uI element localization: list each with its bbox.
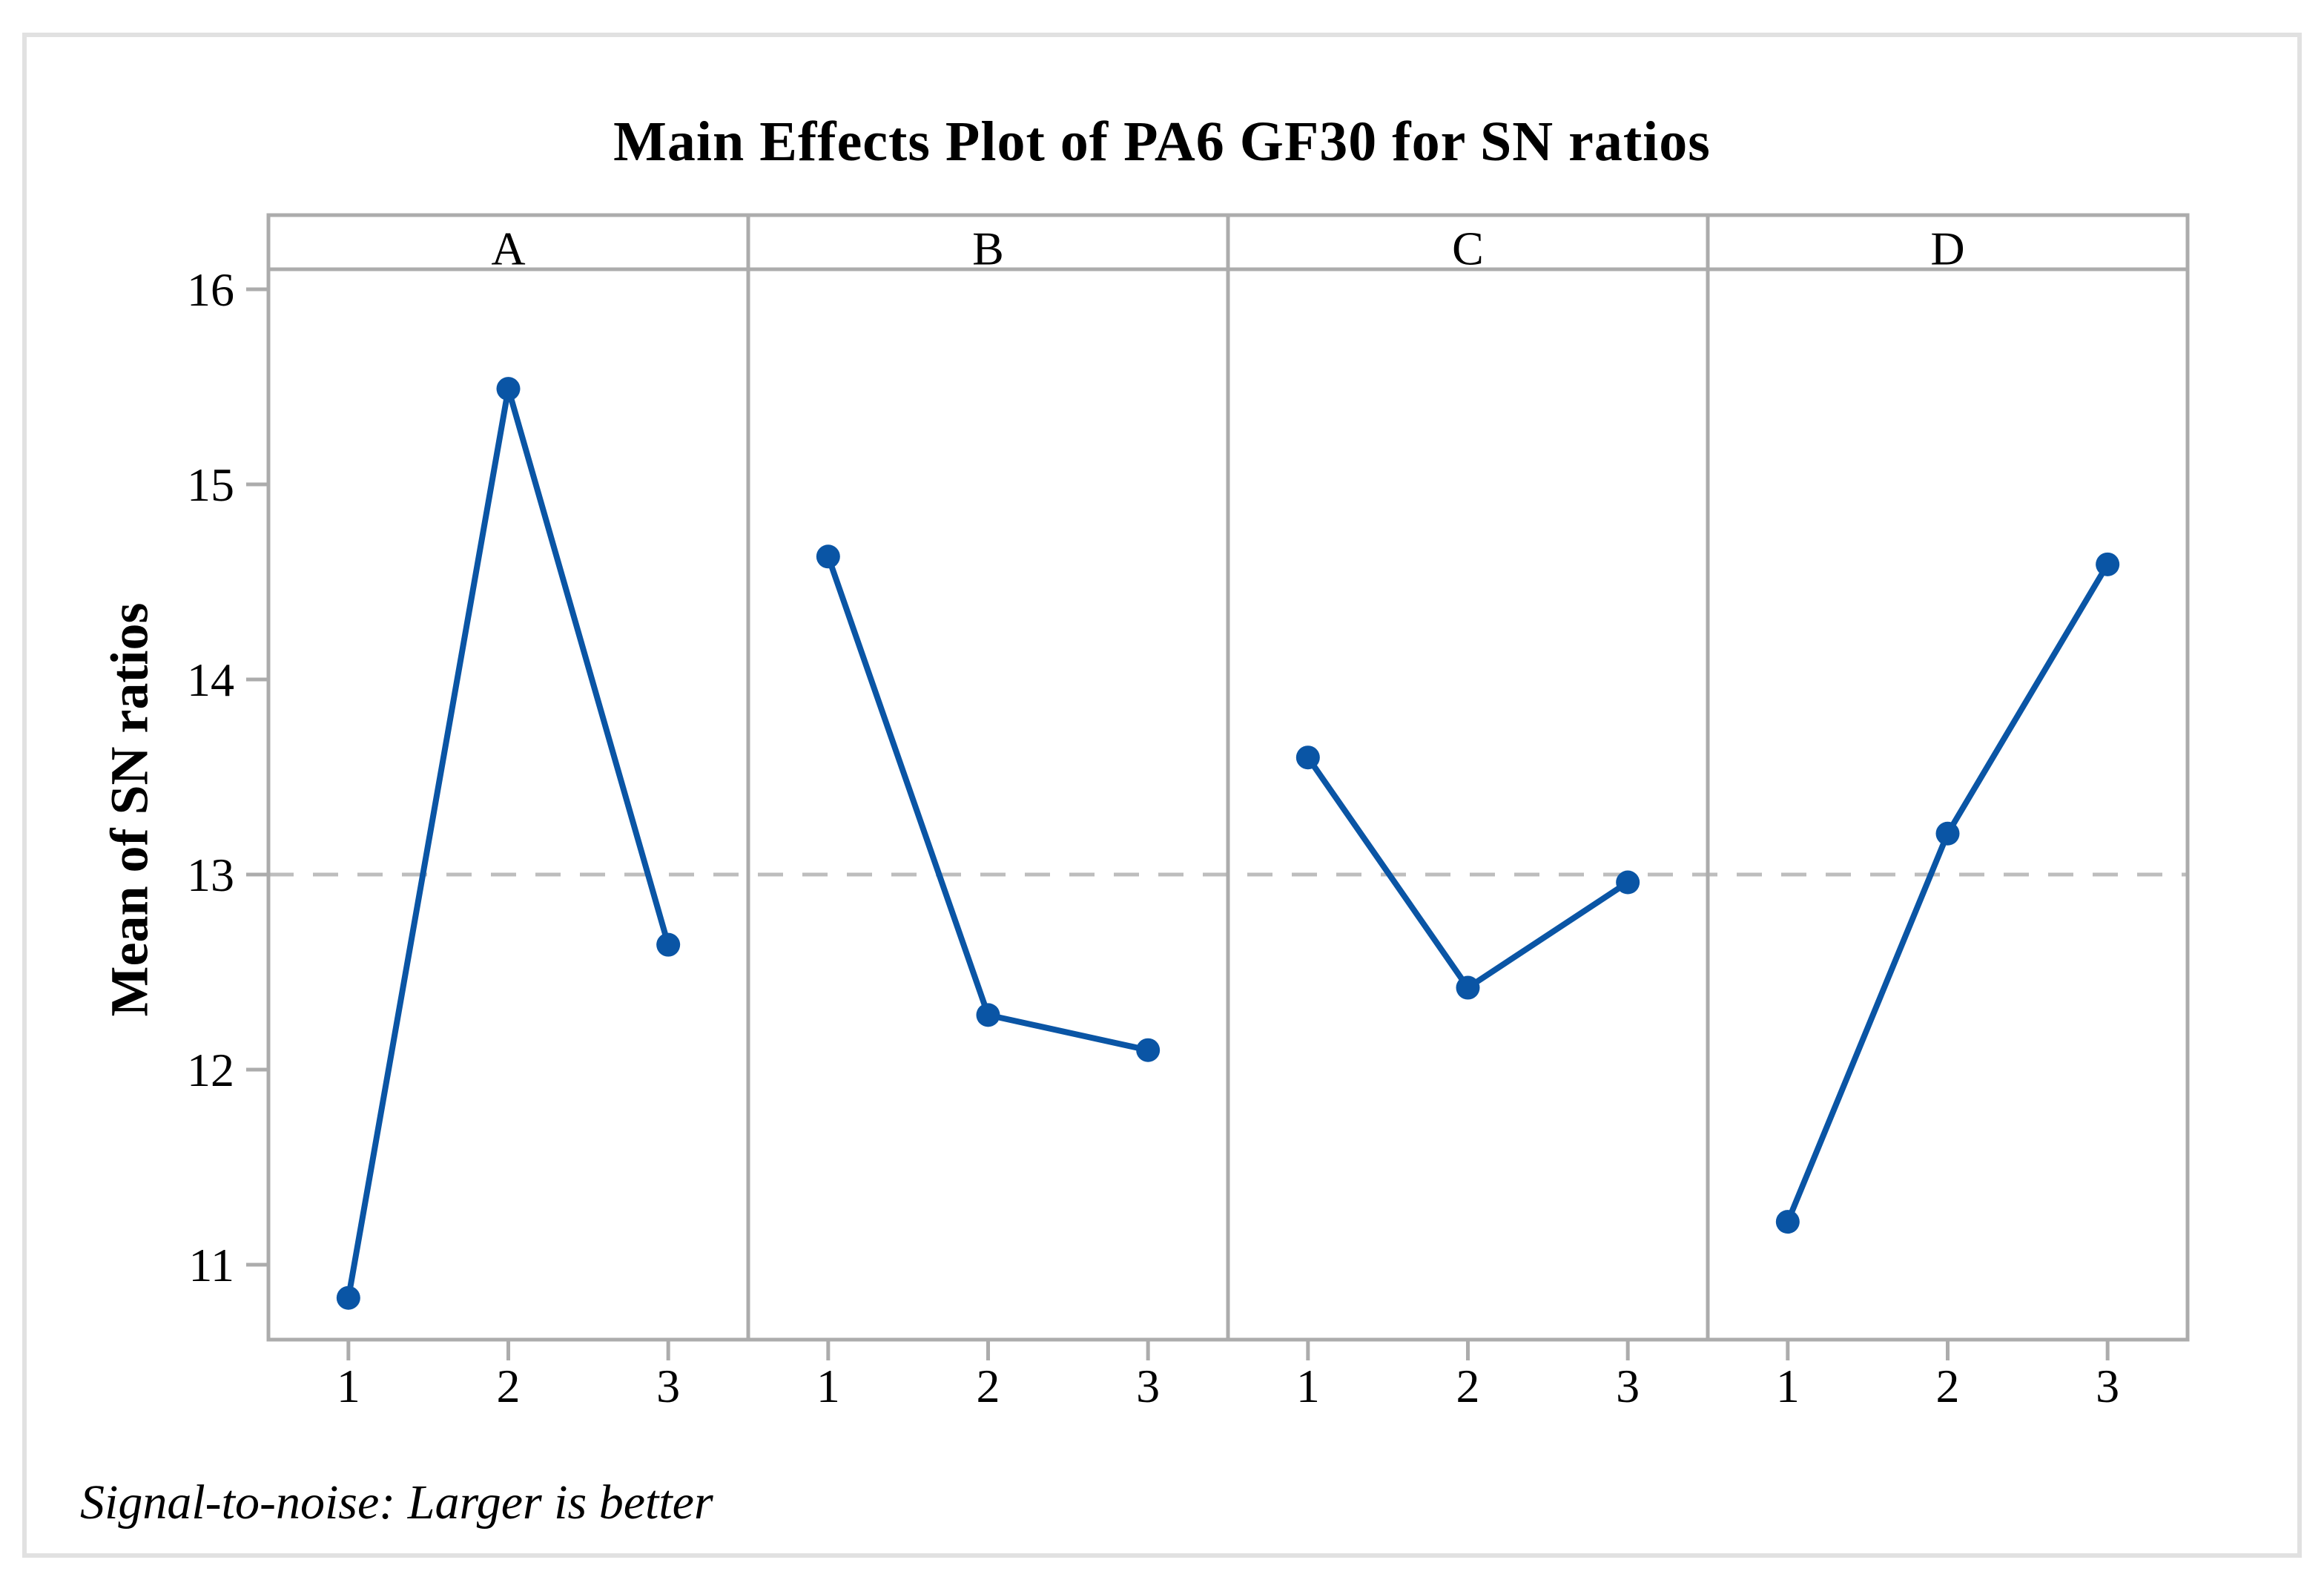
y-tick-label: 15 [187, 458, 234, 511]
y-tick-label: 13 [187, 849, 234, 901]
data-point-B3 [1136, 1038, 1161, 1062]
x-tick-label: 1 [816, 1360, 840, 1412]
data-point-D1 [1775, 1210, 1800, 1234]
series-line-C [1304, 754, 1631, 991]
data-point-B2 [976, 1003, 1000, 1027]
series-line-A [345, 386, 672, 1301]
y-tick-label: 12 [187, 1044, 234, 1096]
y-tick-label: 16 [187, 263, 234, 316]
y-tick-label: 14 [187, 653, 234, 706]
chart-title: Main Effects Plot of PA6 GF30 for SN rat… [613, 111, 1711, 173]
footnote: Signal-to-noise: Larger is better [80, 1475, 713, 1530]
x-tick-label: 1 [1776, 1360, 1800, 1412]
data-point-D3 [2096, 552, 2120, 576]
data-point-C2 [1456, 975, 1480, 1000]
data-point-C3 [1616, 870, 1640, 895]
figure-border [22, 33, 2302, 1558]
data-point-A2 [496, 377, 521, 401]
data-point-D2 [1935, 821, 1960, 846]
x-tick-label: 3 [656, 1360, 680, 1412]
data-point-B1 [816, 544, 840, 569]
x-tick-label: 2 [1936, 1360, 1960, 1412]
panel-header-label: B [972, 223, 1004, 275]
series-line-D [1784, 561, 2111, 1225]
data-point-A3 [656, 932, 681, 957]
x-tick-label: 2 [977, 1360, 1000, 1412]
x-tick-label: 3 [2096, 1360, 2119, 1412]
y-tick-label: 11 [188, 1239, 234, 1291]
panel-header-label: D [1930, 223, 1964, 275]
x-tick-label: 2 [497, 1360, 521, 1412]
x-tick-label: 1 [337, 1360, 360, 1412]
panel-header-label: C [1452, 223, 1484, 275]
x-tick-label: 1 [1296, 1360, 1320, 1412]
series-line-B [825, 553, 1152, 1053]
data-point-C1 [1295, 745, 1320, 770]
x-tick-label: 2 [1456, 1360, 1480, 1412]
panel-header-label: A [491, 223, 525, 275]
x-tick-label: 3 [1136, 1360, 1160, 1412]
data-point-A1 [336, 1285, 360, 1310]
x-tick-label: 3 [1616, 1360, 1640, 1412]
